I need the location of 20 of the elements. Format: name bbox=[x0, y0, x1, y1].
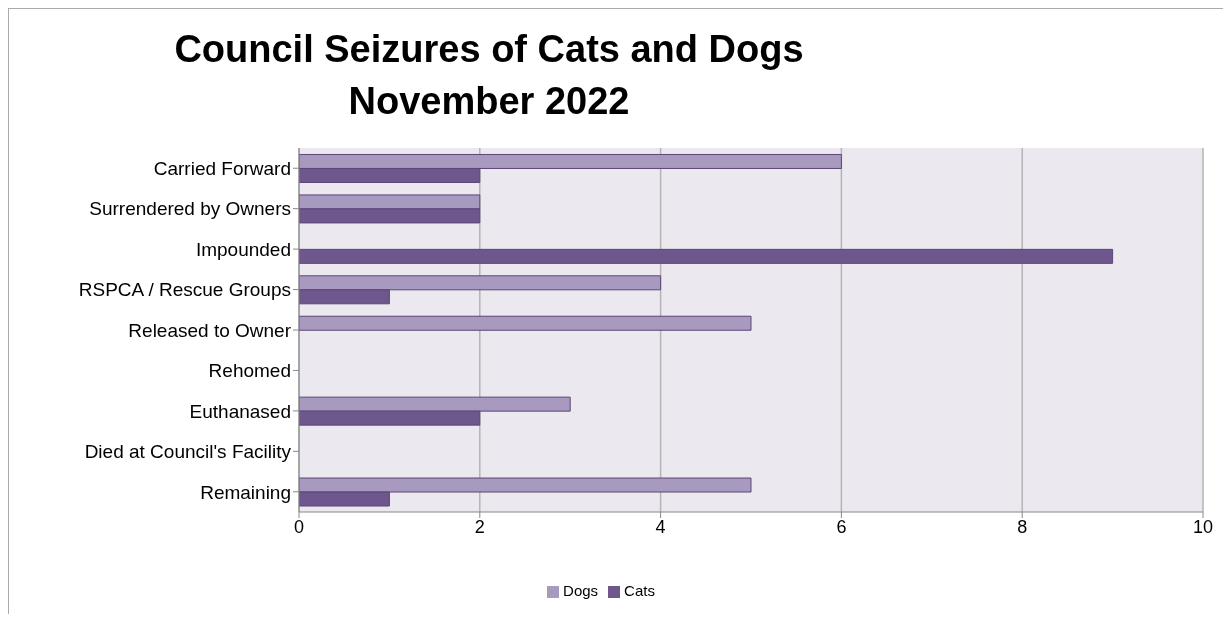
y-tick-label: Died at Council's Facility bbox=[84, 441, 292, 463]
y-tick-label: Remaining bbox=[200, 481, 291, 503]
y-tick-label: Rehomed bbox=[208, 360, 291, 382]
y-tick-label: Euthanased bbox=[189, 400, 291, 422]
legend-label: Cats bbox=[624, 582, 655, 599]
bar bbox=[299, 248, 1114, 264]
y-tick-label: RSPCA / Rescue Groups bbox=[78, 279, 291, 301]
y-tick-label: Surrendered by Owners bbox=[89, 198, 291, 220]
y-tick-label: Impounded bbox=[195, 238, 291, 260]
chart-title: Council Seizures of Cats and Dogs November 2022 bbox=[173, 27, 805, 124]
bar bbox=[299, 315, 752, 331]
x-tick-label: 8 bbox=[1017, 516, 1028, 537]
x-tick-label: 10 bbox=[1192, 516, 1214, 537]
legend-label: Dogs bbox=[563, 582, 599, 599]
y-tick-label: Released to Owner bbox=[128, 319, 292, 341]
x-tick-label: 0 bbox=[293, 516, 305, 537]
y-tick-label: Carried Forward bbox=[153, 157, 291, 179]
x-tick-label: 4 bbox=[655, 516, 666, 537]
x-tick-label: 6 bbox=[836, 516, 847, 537]
x-tick-label: 2 bbox=[474, 516, 485, 537]
